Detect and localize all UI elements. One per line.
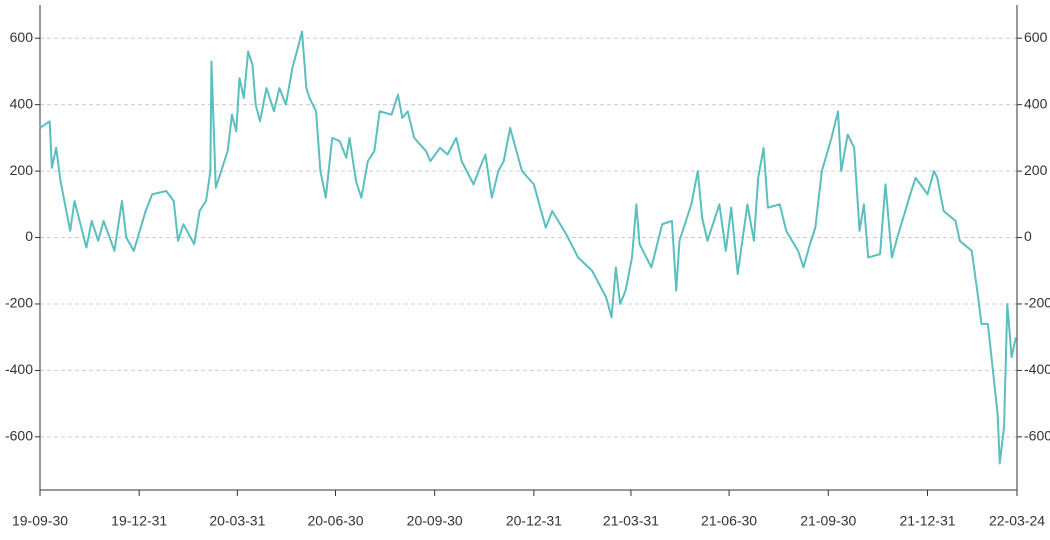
y-tick-label: 200: [10, 162, 34, 178]
y2-tick-label: -200: [1024, 295, 1050, 311]
y2-tick-label: -600: [1024, 428, 1050, 444]
y-tick-label: 600: [10, 29, 34, 45]
y-tick-label: -200: [5, 295, 33, 311]
x-tick-label: 20-09-30: [407, 513, 463, 529]
x-tick-label: 21-03-31: [603, 513, 659, 529]
y2-tick-label: 200: [1024, 162, 1048, 178]
x-tick-label: 20-12-31: [506, 513, 562, 529]
x-tick-label: 19-12-31: [111, 513, 167, 529]
y-tick-label: -400: [5, 361, 33, 377]
y2-tick-label: 400: [1024, 95, 1048, 111]
x-tick-label: 20-03-31: [209, 513, 265, 529]
x-tick-label: 22-03-24: [989, 513, 1045, 529]
x-tick-label: 21-06-30: [701, 513, 757, 529]
y2-tick-label: 0: [1024, 228, 1032, 244]
series-line: [39, 30, 1017, 465]
y2-tick-label: -400: [1024, 361, 1050, 377]
y-tick-label: 0: [25, 228, 33, 244]
y-tick-label: 400: [10, 95, 34, 111]
x-tick-label: 21-12-31: [899, 513, 955, 529]
x-tick-label: 20-06-30: [307, 513, 363, 529]
x-tick-label: 19-09-30: [12, 513, 68, 529]
y-tick-label: -600: [5, 428, 33, 444]
y2-tick-label: 600: [1024, 29, 1048, 45]
x-tick-label: 21-09-30: [800, 513, 856, 529]
